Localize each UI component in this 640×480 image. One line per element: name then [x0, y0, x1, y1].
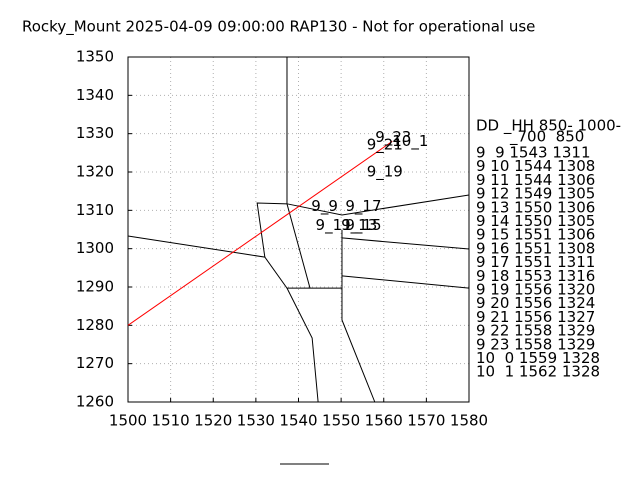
table-row: 9 12 1549 1305	[476, 185, 595, 203]
boundary-line	[127, 235, 342, 289]
boundary-line	[341, 229, 376, 403]
table-row: 9 17 1551 1311	[476, 253, 595, 271]
x-tick-label: 1570	[407, 412, 445, 430]
table-row: 9 18 1553 1316	[476, 267, 595, 285]
boundary-line	[341, 275, 470, 289]
y-tick-label: 1270	[76, 354, 114, 372]
x-tick-label: 1510	[152, 412, 190, 430]
y-tick-label: 1310	[76, 201, 114, 219]
table-row: 9 23 1558 1329	[476, 335, 595, 353]
point-label: 9_13	[341, 216, 377, 235]
table-row: 9 20 1556 1324	[476, 294, 595, 312]
table-row: 9 22 1558 1329	[476, 322, 595, 340]
boundary-line	[341, 237, 470, 250]
x-tick-label: 1580	[450, 412, 488, 430]
table-row: 9 13 1550 1306	[476, 198, 595, 216]
y-tick-label: 1290	[76, 278, 114, 296]
x-tick-label: 1560	[365, 412, 403, 430]
point-label: 9_11	[316, 216, 352, 235]
table-row: 9 19 1556 1320	[476, 281, 595, 299]
y-tick-label: 1260	[76, 393, 114, 411]
table-row: 9 14 1550 1305	[476, 212, 595, 230]
x-tick-label: 1500	[109, 412, 147, 430]
table-row: 9 9 1543 1311	[476, 144, 591, 162]
plot-frame	[127, 56, 470, 403]
y-tick-label: 1350	[76, 48, 114, 66]
table-row: 10 1 1562 1328	[476, 363, 600, 381]
boundary-line	[286, 194, 470, 216]
track-line	[127, 140, 393, 326]
boundary-line	[256, 202, 311, 289]
point-label: 10_1	[392, 132, 428, 151]
table-row: 9 21 1556 1327	[476, 308, 595, 326]
point-label: 9_9	[311, 197, 338, 216]
x-tick-label: 1540	[279, 412, 317, 430]
y-tick-label: 1300	[76, 239, 114, 257]
x-tick-label: 1520	[194, 412, 232, 430]
point-label: 9_17	[345, 197, 381, 216]
x-tick-label: 1530	[237, 412, 275, 430]
table-row: 9 15 1551 1306	[476, 226, 595, 244]
table-row: 10 0 1559 1328	[476, 349, 600, 367]
point-label: 9_21	[367, 136, 403, 155]
y-tick-label: 1330	[76, 124, 114, 142]
table-header: DD _HH 850- 1000-	[476, 117, 621, 136]
point-label: 9_15	[345, 216, 381, 235]
table-header: _700 850	[509, 128, 584, 147]
point-label: 9_23	[375, 128, 411, 147]
y-tick-label: 1320	[76, 163, 114, 181]
table-row: 9 16 1551 1308	[476, 239, 595, 257]
boundary-line	[286, 287, 319, 403]
table-row: 9 11 1544 1306	[476, 171, 595, 189]
table-row: 9 10 1544 1308	[476, 157, 595, 175]
y-tick-label: 1280	[76, 316, 114, 334]
chart-title: Rocky_Mount 2025-04-09 09:00:00 RAP130 -…	[22, 18, 535, 37]
y-tick-label: 1340	[76, 86, 114, 104]
x-tick-label: 1550	[322, 412, 360, 430]
point-label: 9_19	[367, 163, 403, 182]
